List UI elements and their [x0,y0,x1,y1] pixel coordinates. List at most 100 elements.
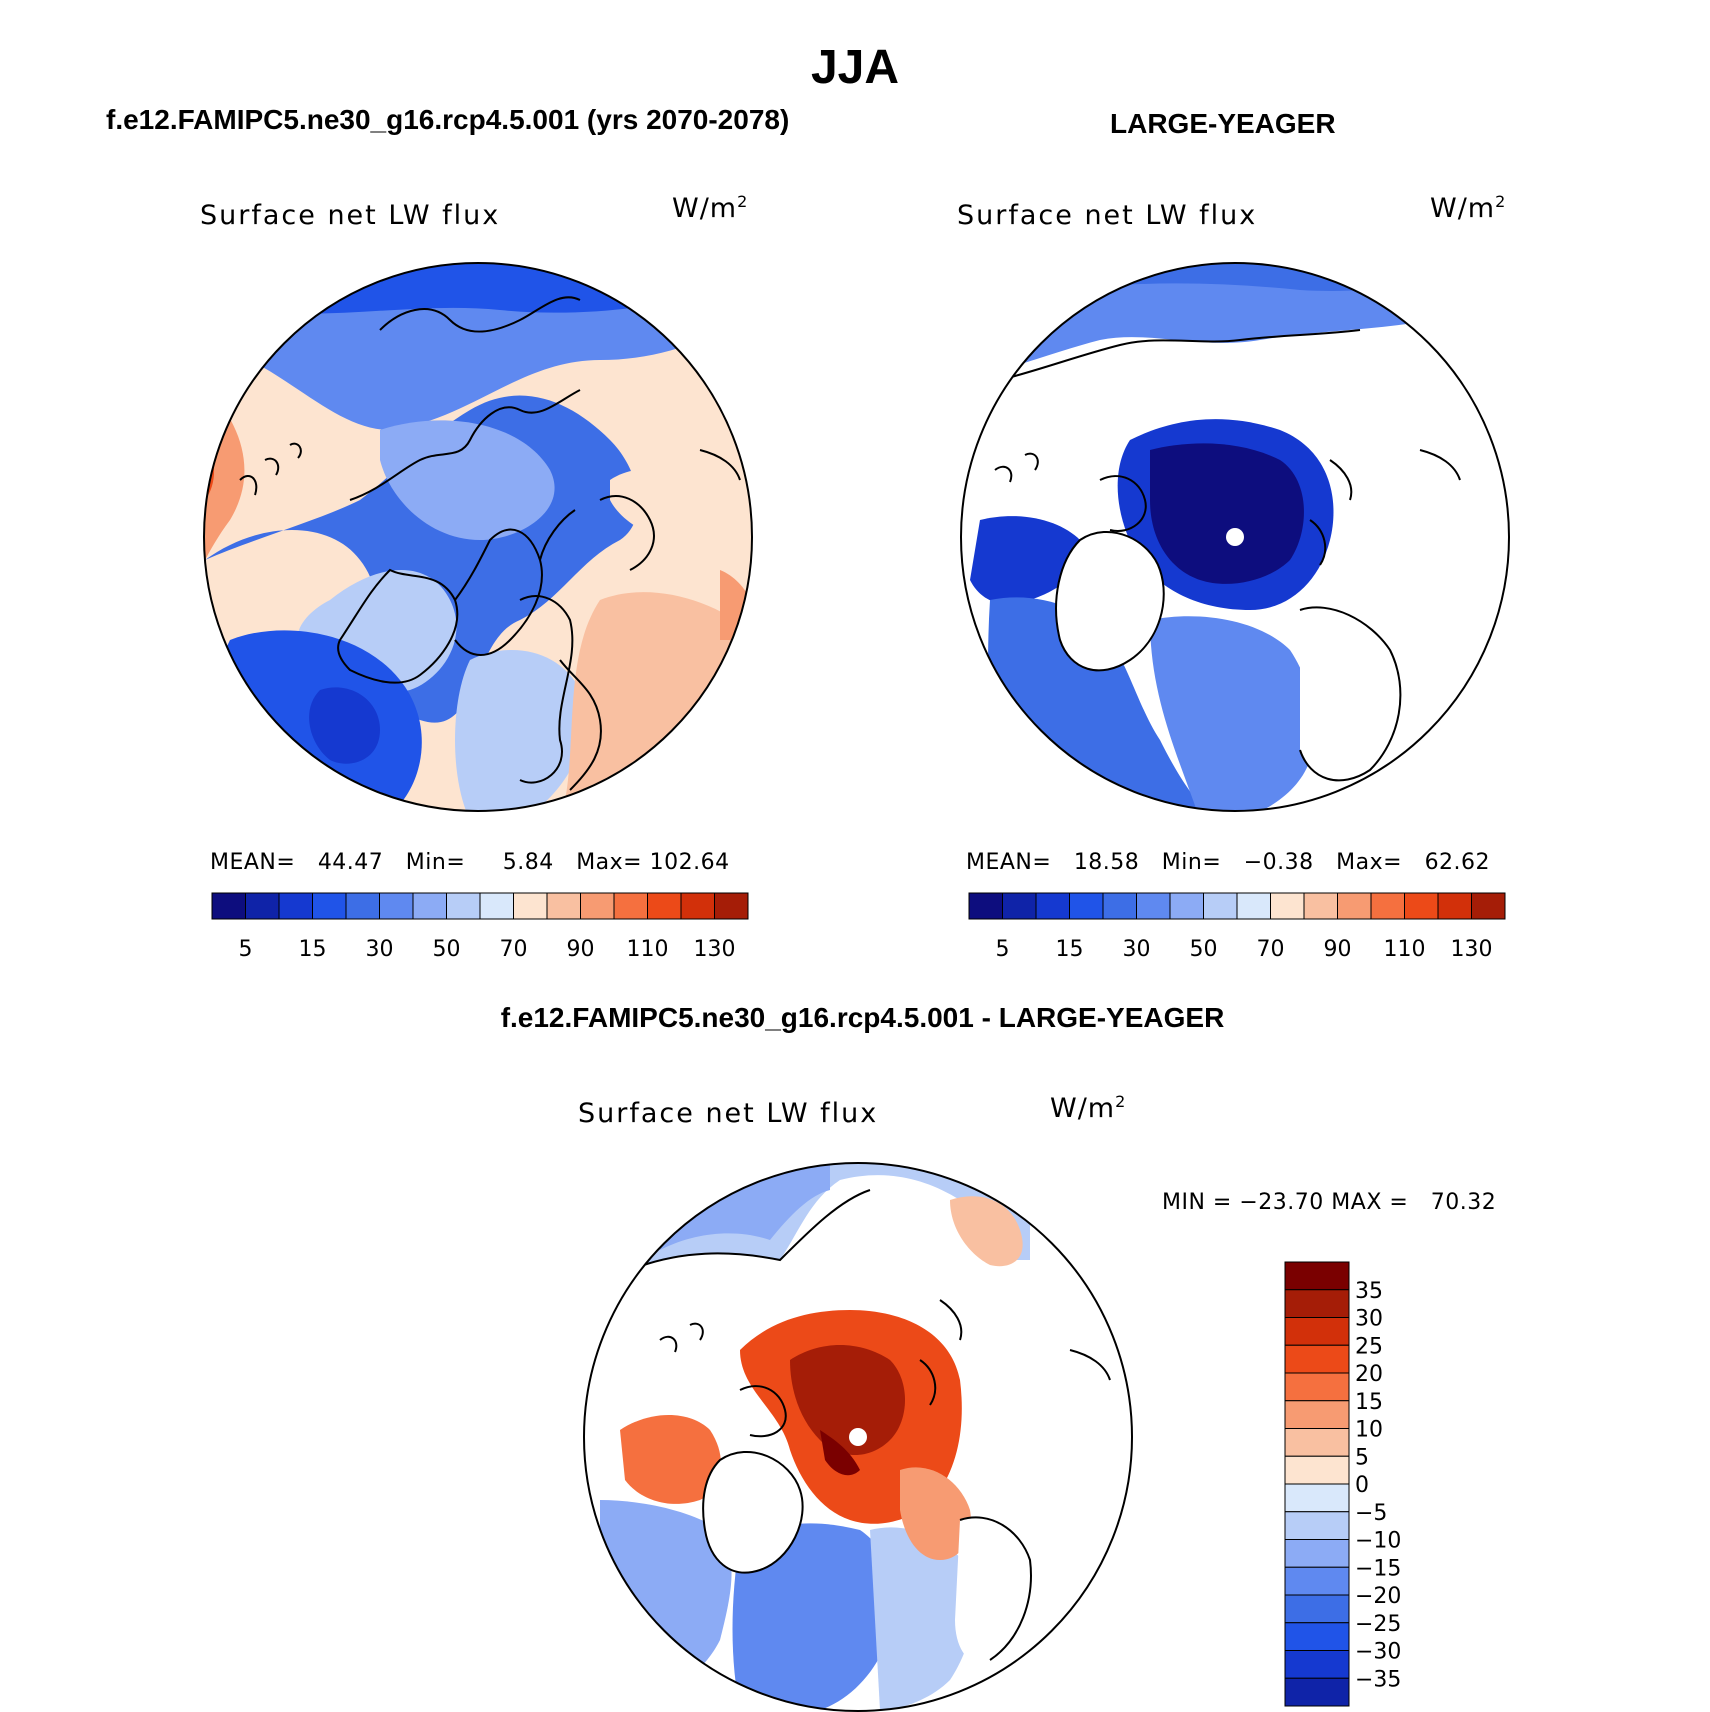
left-variable-label: Surface net LW flux [200,200,501,231]
right-colorbar-swatch [1169,892,1204,920]
diff-max-value: 70.32 [1430,1190,1497,1215]
right-colorbar-tick-label: 110 [1384,937,1426,962]
right-colorbar-swatch [1404,892,1439,920]
right-colorbar-swatch [1203,892,1238,920]
left-map-border [203,262,753,812]
left-min-label: Min= [405,850,466,875]
left-units-label: W/m2 [672,192,749,224]
right-units-label: W/m2 [1430,192,1507,224]
diff-colorbar-tick-label: 20 [1355,1362,1383,1387]
right-mean-value: 18.58 [1073,850,1140,875]
left-colorbar-tick-label: 90 [567,937,595,962]
diff-colorbar-swatch [1284,1594,1350,1624]
diff-stats-line: MIN = −23.70 MAX = 70.32 [1162,1190,1496,1215]
diff-units-label: W/m2 [1050,1092,1127,1124]
diff-colorbar-swatch [1284,1455,1350,1485]
diff-colorbar-swatch [1284,1289,1350,1318]
diff-max-label: MAX = [1331,1190,1409,1215]
left-colorbar-swatch [513,892,548,920]
right-colorbar-tick-label: 90 [1324,937,1352,962]
left-colorbar-swatch [312,892,347,920]
diff-variable-label: Surface net LW flux [578,1098,879,1129]
right-colorbar-swatch [1437,892,1472,920]
left-colorbar-swatch [412,892,447,920]
diff-colorbar-swatch [1284,1317,1350,1346]
right-colorbar-tick-label: 130 [1451,937,1493,962]
left-mean-value: 44.47 [317,850,384,875]
left-colorbar-swatch [546,892,581,920]
left-colorbar-swatch [245,892,280,920]
diff-colorbar-tick-label: −30 [1355,1640,1401,1665]
right-colorbar-swatch [1236,892,1271,920]
right-colorbar-swatch [1136,892,1171,920]
diff-colorbar-swatch [1284,1622,1350,1651]
left-colorbar-tick-label: 110 [627,937,669,962]
right-max-label: Max= [1336,850,1403,875]
diff-colorbar-tick-label: −20 [1355,1584,1401,1609]
left-colorbar-swatch [680,892,715,920]
left-colorbar-tick-label: 5 [239,937,253,962]
left-colorbar: 5 15 30 50 70 90 110 130 [211,892,749,962]
right-colorbar-swatch [1069,892,1104,920]
left-max-label: Max= [576,850,643,875]
left-colorbar-swatch [211,892,246,920]
left-colorbar-tick-label: 130 [694,937,736,962]
right-colorbar-swatch [1102,892,1137,920]
diff-min-label: MIN = [1162,1190,1232,1215]
right-colorbar-swatch [968,892,1003,920]
right-coastlines [994,329,1461,782]
right-colorbar-swatch [1303,892,1338,920]
right-colorbar-swatch [1337,892,1372,920]
left-colorbar-swatch [379,892,414,920]
diff-colorbar-tick-label: 30 [1355,1307,1383,1332]
diff-colorbar-tick-label: −25 [1355,1612,1401,1637]
diff-colorbar-swatch [1284,1400,1350,1429]
right-colorbar-swatch [1270,892,1305,920]
diff-colorbar-tick-label: 10 [1355,1418,1383,1443]
left-stats-line: MEAN= 44.47 Min= 5.84 Max= 102.64 [210,850,730,875]
right-colorbar-swatch [1035,892,1070,920]
diff-min-value: −23.70 [1239,1190,1324,1215]
left-colorbar-swatch [613,892,648,920]
diff-map-border [583,1162,1133,1712]
diff-colorbar-tick-label: 0 [1355,1473,1369,1498]
left-colorbar-swatch [479,892,514,920]
left-min-value: 5.84 [502,850,554,875]
right-colorbar: 5 15 30 50 70 90 110 130 [968,892,1506,962]
diff-colorbar-swatch [1284,1539,1350,1568]
diff-colorbar-tick-label: 5 [1355,1445,1369,1470]
figure-title: JJA [810,41,900,94]
diff-colorbar-swatch [1284,1344,1350,1374]
left-colorbar-tick-label: 30 [366,937,394,962]
right-colorbar-tick-label: 50 [1190,937,1218,962]
difference-polar-map [584,1163,1132,1711]
left-mean-label: MEAN= [210,850,296,875]
left-max-value: 102.64 [649,850,730,875]
diff-colorbar-swatch [1284,1677,1350,1707]
diff-colorbar-tick-label: −35 [1355,1667,1401,1692]
right-panel-run-title: LARGE-YEAGER [1110,108,1336,139]
left-panel-run-title: f.e12.FAMIPC5.ne30_g16.rcp4.5.001 (yrs 2… [106,104,790,135]
diff-colorbar-swatch [1284,1650,1350,1679]
diff-colorbar-swatch [1284,1428,1350,1457]
right-colorbar-swatch [1471,892,1506,920]
diff-coastlines [629,1189,1111,1661]
diff-colorbar-tick-label: −15 [1355,1556,1401,1581]
right-colorbar-swatch [1370,892,1405,920]
left-colorbar-tick-label: 70 [500,937,528,962]
right-variable-label: Surface net LW flux [957,200,1258,231]
left-colorbar-tick-label: 15 [299,937,327,962]
diff-colorbar-tick-label: 15 [1355,1390,1383,1415]
right-colorbar-tick-label: 70 [1257,937,1285,962]
right-colorbar-tick-label: 30 [1123,937,1151,962]
right-map-border [960,262,1510,812]
right-max-value: 62.62 [1424,850,1491,875]
diff-colorbar-tick-label: 25 [1355,1334,1383,1359]
diff-colorbar-tick-label: −5 [1355,1501,1387,1526]
right-colorbar-tick-label: 5 [996,937,1010,962]
diff-colorbar-tick-label: 35 [1355,1279,1383,1304]
left-colorbar-swatch [647,892,682,920]
left-colorbar-swatch [714,892,749,920]
